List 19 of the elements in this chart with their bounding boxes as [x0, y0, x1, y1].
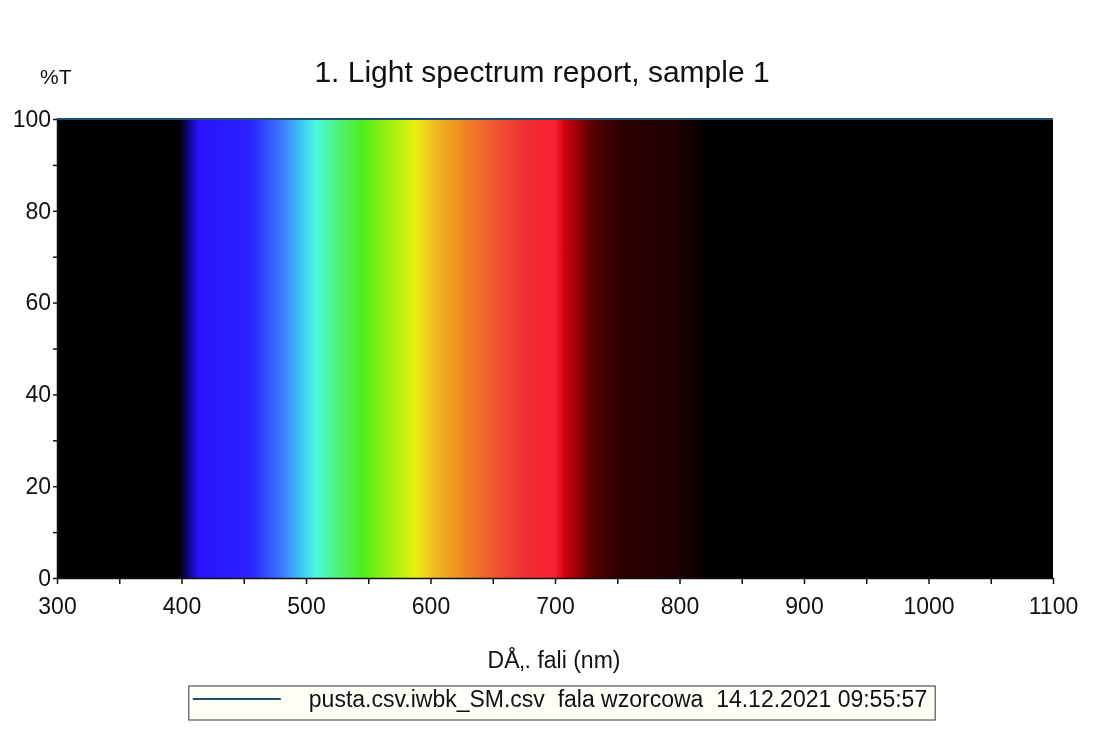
x-tick-label: 1100: [1028, 593, 1079, 620]
y-tick-label: 20: [25, 473, 51, 500]
x-tick-label: 1000: [903, 593, 955, 620]
y-axis-title: %T: [40, 65, 72, 88]
y-tick-label: 100: [12, 105, 51, 132]
legend-label: pusta.csv.iwbk_SM.csv fala wzorcowa 14.12.2021 09:55:57: [308, 686, 928, 712]
x-tick-label: 300: [38, 593, 77, 620]
y-tick-label: 40: [25, 381, 51, 408]
x-tick-label: 900: [785, 593, 824, 620]
y-tick-label: 60: [25, 289, 51, 316]
x-axis-title: DÅ‚. fali (nm): [487, 646, 621, 673]
y-tick-label: 0: [38, 564, 51, 591]
y-tick-label: 80: [25, 197, 51, 224]
x-tick-label: 400: [162, 593, 202, 620]
x-tick-label: 500: [287, 593, 326, 620]
x-tick-label: 700: [536, 593, 575, 620]
chart-title: 1. Light spectrum report, sample 1: [314, 55, 770, 88]
x-tick-label: 600: [411, 593, 451, 620]
x-tick-label: 800: [660, 593, 700, 620]
